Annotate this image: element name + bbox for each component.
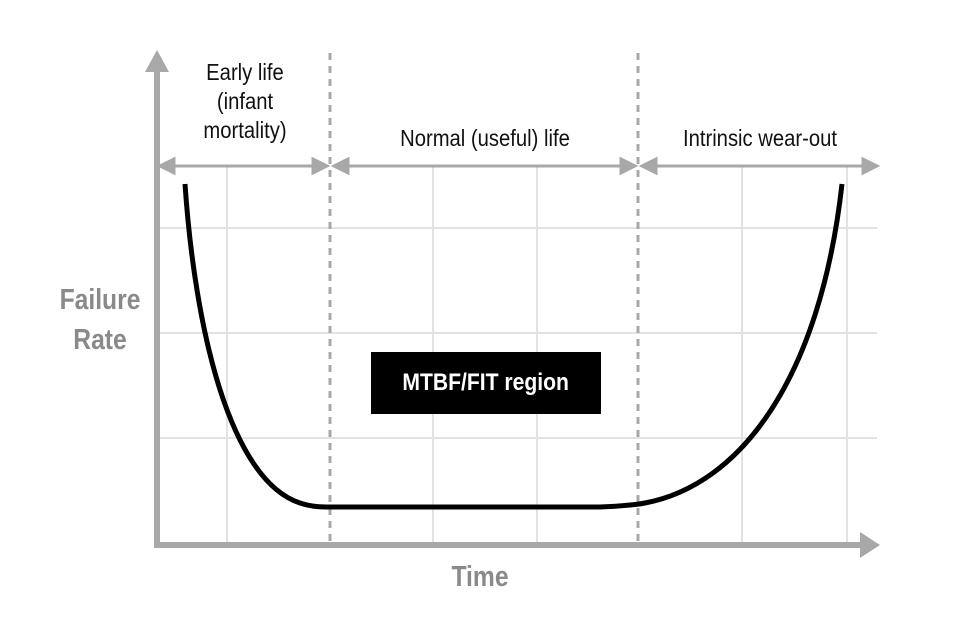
y-axis-label: Failure Rate: [59, 284, 141, 356]
phase-label-early: Early life (infant mortality): [203, 59, 287, 143]
region-label-text: MTBF/FIT region: [402, 369, 570, 396]
phase-arrows: [156, 156, 881, 176]
arrowhead: [861, 156, 881, 176]
phase-label-normal: Normal (useful) life: [400, 125, 570, 151]
arrowhead: [311, 156, 331, 176]
phase-label-wearout: Intrinsic wear-out: [682, 125, 838, 151]
x-axis-arrow: [860, 532, 880, 558]
arrowhead: [638, 156, 658, 176]
arrowhead: [330, 156, 350, 176]
arrowhead: [156, 156, 176, 176]
y-axis-arrow: [145, 50, 169, 72]
axes: [145, 50, 880, 558]
mtbf-fit-region-label: MTBF/FIT region: [371, 352, 601, 414]
arrowhead: [619, 156, 639, 176]
grid: [157, 165, 877, 545]
phase-dividers: [328, 53, 640, 545]
bathtub-curve: [182, 183, 845, 510]
x-axis-label: Time: [451, 561, 509, 593]
